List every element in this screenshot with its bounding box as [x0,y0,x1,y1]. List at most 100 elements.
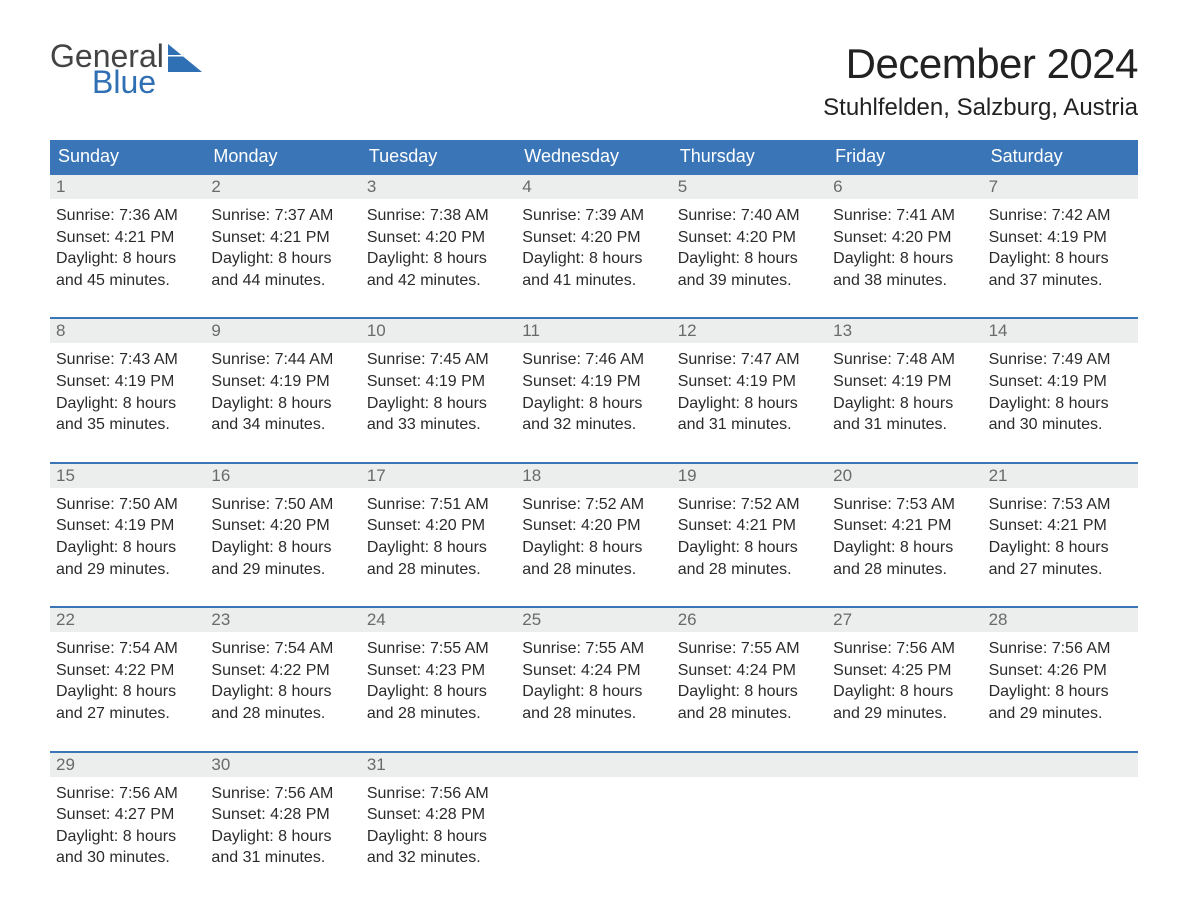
day-number [672,753,827,777]
day-sunrise: Sunrise: 7:46 AM [522,349,665,371]
day-d1: Daylight: 8 hours [833,248,976,270]
day-sunset: Sunset: 4:19 PM [56,515,199,537]
day-d1: Daylight: 8 hours [678,393,821,415]
day-cell [827,777,982,883]
day-of-week-cell: Tuesday [361,140,516,173]
day-sunset: Sunset: 4:22 PM [56,660,199,682]
day-d1: Daylight: 8 hours [522,248,665,270]
day-sunset: Sunset: 4:19 PM [989,227,1132,249]
brand-line2: Blue [92,66,164,98]
day-d1: Daylight: 8 hours [833,537,976,559]
day-d2: and 39 minutes. [678,270,821,292]
day-d2: and 28 minutes. [367,559,510,581]
day-number: 17 [361,464,516,488]
day-number: 8 [50,319,205,343]
day-sunrise: Sunrise: 7:45 AM [367,349,510,371]
day-number: 10 [361,319,516,343]
header-row: General Blue December 2024 Stuhlfelden, … [50,40,1138,122]
day-sunrise: Sunrise: 7:56 AM [833,638,976,660]
day-cell: Sunrise: 7:55 AMSunset: 4:24 PMDaylight:… [672,632,827,738]
day-d1: Daylight: 8 hours [678,537,821,559]
day-number: 11 [516,319,671,343]
location-text: Stuhlfelden, Salzburg, Austria [823,94,1138,122]
day-d2: and 45 minutes. [56,270,199,292]
day-d1: Daylight: 8 hours [989,393,1132,415]
day-sunrise: Sunrise: 7:55 AM [367,638,510,660]
day-d1: Daylight: 8 hours [56,537,199,559]
day-d1: Daylight: 8 hours [367,393,510,415]
day-cell: Sunrise: 7:54 AMSunset: 4:22 PMDaylight:… [205,632,360,738]
day-sunset: Sunset: 4:21 PM [56,227,199,249]
day-sunrise: Sunrise: 7:53 AM [833,494,976,516]
daynum-row: 891011121314 [50,319,1138,343]
day-number: 29 [50,753,205,777]
day-d2: and 29 minutes. [833,703,976,725]
day-d2: and 31 minutes. [211,847,354,869]
day-d1: Daylight: 8 hours [989,681,1132,703]
day-d2: and 33 minutes. [367,414,510,436]
day-d1: Daylight: 8 hours [678,681,821,703]
day-number: 26 [672,608,827,632]
day-cell: Sunrise: 7:45 AMSunset: 4:19 PMDaylight:… [361,343,516,449]
week-row: 22232425262728Sunrise: 7:54 AMSunset: 4:… [50,606,1138,738]
day-cell: Sunrise: 7:56 AMSunset: 4:27 PMDaylight:… [50,777,205,883]
daynum-row: 22232425262728 [50,608,1138,632]
day-d1: Daylight: 8 hours [522,681,665,703]
week-row: 1234567Sunrise: 7:36 AMSunset: 4:21 PMDa… [50,173,1138,305]
day-d2: and 30 minutes. [989,414,1132,436]
day-cell: Sunrise: 7:55 AMSunset: 4:23 PMDaylight:… [361,632,516,738]
day-sunset: Sunset: 4:20 PM [833,227,976,249]
daynum-row: 1234567 [50,175,1138,199]
day-sunrise: Sunrise: 7:52 AM [678,494,821,516]
day-sunset: Sunset: 4:19 PM [211,371,354,393]
day-cell: Sunrise: 7:39 AMSunset: 4:20 PMDaylight:… [516,199,671,305]
day-d2: and 29 minutes. [211,559,354,581]
day-d2: and 35 minutes. [56,414,199,436]
day-cell: Sunrise: 7:56 AMSunset: 4:26 PMDaylight:… [983,632,1138,738]
day-sunrise: Sunrise: 7:55 AM [522,638,665,660]
day-number: 31 [361,753,516,777]
day-d1: Daylight: 8 hours [989,248,1132,270]
day-sunset: Sunset: 4:21 PM [678,515,821,537]
day-d1: Daylight: 8 hours [522,393,665,415]
day-sunset: Sunset: 4:26 PM [989,660,1132,682]
day-cell: Sunrise: 7:51 AMSunset: 4:20 PMDaylight:… [361,488,516,594]
day-sunset: Sunset: 4:19 PM [56,371,199,393]
day-number: 13 [827,319,982,343]
day-sunset: Sunset: 4:19 PM [989,371,1132,393]
day-cell: Sunrise: 7:44 AMSunset: 4:19 PMDaylight:… [205,343,360,449]
day-cell [983,777,1138,883]
day-number: 15 [50,464,205,488]
day-d2: and 28 minutes. [211,703,354,725]
day-d2: and 29 minutes. [56,559,199,581]
week-row: 891011121314Sunrise: 7:43 AMSunset: 4:19… [50,317,1138,449]
daynum-row: 293031 [50,753,1138,777]
day-cell: Sunrise: 7:46 AMSunset: 4:19 PMDaylight:… [516,343,671,449]
day-sunset: Sunset: 4:24 PM [522,660,665,682]
day-sunset: Sunset: 4:21 PM [989,515,1132,537]
day-d2: and 28 minutes. [833,559,976,581]
day-sunrise: Sunrise: 7:51 AM [367,494,510,516]
month-title: December 2024 [823,40,1138,88]
day-number: 24 [361,608,516,632]
day-number [983,753,1138,777]
day-sunset: Sunset: 4:27 PM [56,804,199,826]
day-sunrise: Sunrise: 7:53 AM [989,494,1132,516]
day-cell: Sunrise: 7:41 AMSunset: 4:20 PMDaylight:… [827,199,982,305]
day-number: 1 [50,175,205,199]
day-d2: and 30 minutes. [56,847,199,869]
title-block: December 2024 Stuhlfelden, Salzburg, Aus… [823,40,1138,122]
day-d2: and 34 minutes. [211,414,354,436]
day-cell: Sunrise: 7:56 AMSunset: 4:25 PMDaylight:… [827,632,982,738]
day-d2: and 28 minutes. [367,703,510,725]
day-sunrise: Sunrise: 7:56 AM [56,783,199,805]
day-of-week-cell: Sunday [50,140,205,173]
day-cell: Sunrise: 7:54 AMSunset: 4:22 PMDaylight:… [50,632,205,738]
day-d1: Daylight: 8 hours [56,393,199,415]
day-d2: and 27 minutes. [989,559,1132,581]
day-number: 27 [827,608,982,632]
day-d1: Daylight: 8 hours [367,826,510,848]
day-sunset: Sunset: 4:20 PM [367,515,510,537]
day-sunrise: Sunrise: 7:56 AM [367,783,510,805]
day-sunrise: Sunrise: 7:49 AM [989,349,1132,371]
